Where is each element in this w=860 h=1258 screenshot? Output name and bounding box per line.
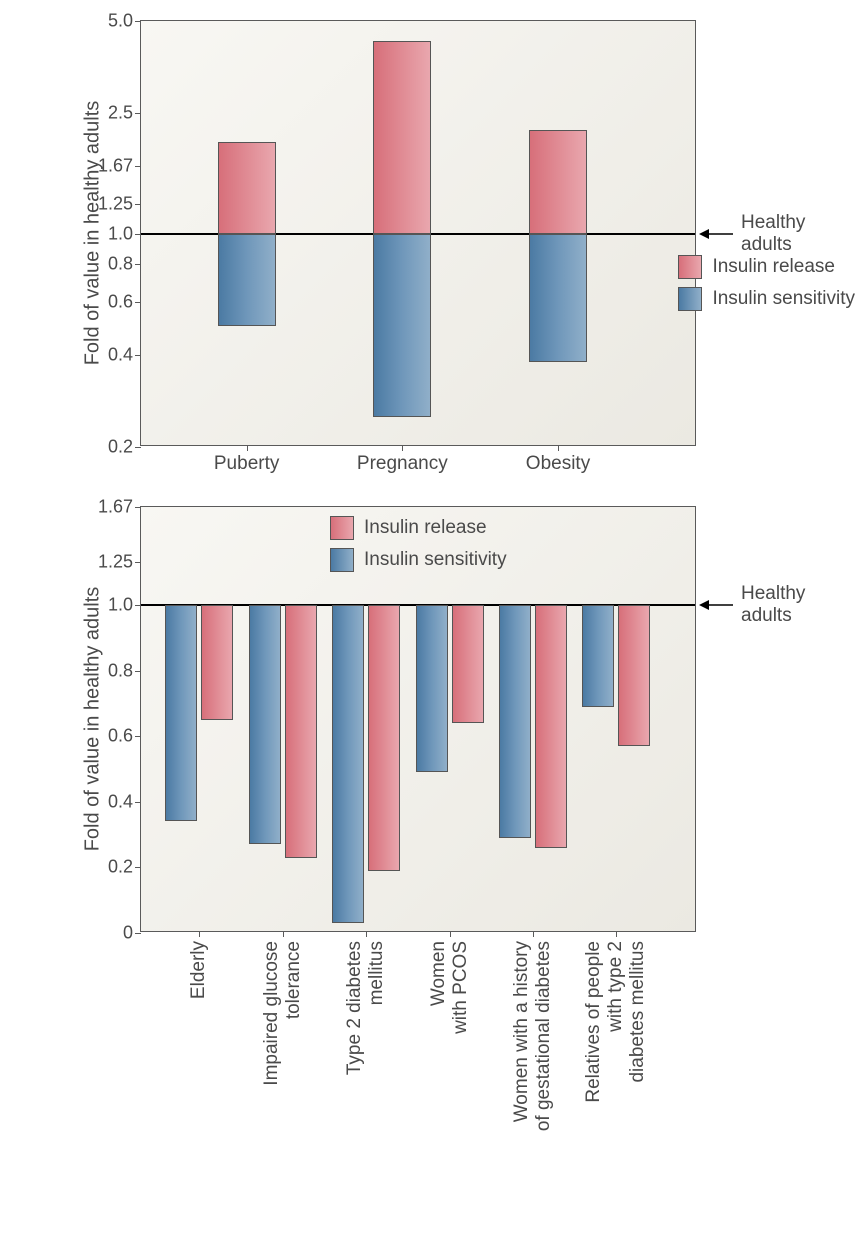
x-tick <box>247 445 248 451</box>
legend-swatch-blue <box>678 287 702 311</box>
bar-insulin-sensitivity <box>332 605 364 923</box>
chart-2: Fold of value in healthy adults00.20.40.… <box>140 506 696 932</box>
anno-line1: Healthy <box>741 583 805 604</box>
bar-insulin-sensitivity <box>499 605 531 838</box>
y-tick <box>135 507 141 508</box>
y-tick <box>135 562 141 563</box>
legend-label-sensitivity: Insulin sensitivity <box>712 288 855 310</box>
bar-insulin-release <box>201 605 233 720</box>
x-tick <box>450 931 451 937</box>
chart-2-legend: Insulin release Insulin sensitivity <box>330 516 507 572</box>
y-tick <box>135 21 141 22</box>
y-tick <box>135 802 141 803</box>
healthy-adults-annotation: Healthyadults <box>695 583 805 627</box>
legend-label-release: Insulin release <box>712 256 835 278</box>
bar-insulin-sensitivity <box>218 234 276 326</box>
bar-insulin-release <box>218 142 276 234</box>
legend-row-sensitivity: Insulin sensitivity <box>678 287 855 311</box>
x-tick <box>558 445 559 451</box>
bar-insulin-release <box>535 605 567 848</box>
arrow-left-icon <box>699 598 735 612</box>
chart-1-plot: Fold of value in healthy adults0.20.40.6… <box>140 20 696 446</box>
bar-insulin-release <box>373 41 431 234</box>
x-tick <box>366 931 367 937</box>
bar-insulin-sensitivity <box>582 605 614 707</box>
chart-2-plot: Fold of value in healthy adults00.20.40.… <box>140 506 696 932</box>
legend-swatch-pink <box>330 516 354 540</box>
legend-label-sensitivity: Insulin sensitivity <box>364 549 507 571</box>
bar-insulin-sensitivity <box>249 605 281 844</box>
legend-row-release: Insulin release <box>678 255 855 279</box>
bar-insulin-sensitivity <box>165 605 197 821</box>
y-tick <box>135 933 141 934</box>
bar-insulin-release <box>452 605 484 723</box>
chart-2-y-label: Fold of value in healthy adults <box>82 587 105 852</box>
bar-insulin-sensitivity <box>529 234 587 362</box>
y-tick <box>135 302 141 303</box>
anno-line1: Healthy <box>741 212 805 233</box>
bar-insulin-release <box>368 605 400 871</box>
bar-insulin-release <box>618 605 650 746</box>
x-tick <box>402 445 403 451</box>
bar-insulin-sensitivity <box>373 234 431 417</box>
chart-1-y-label: Fold of value in healthy adults <box>82 101 105 366</box>
x-tick <box>616 931 617 937</box>
legend-row-release: Insulin release <box>330 516 507 540</box>
legend-swatch-blue <box>330 548 354 572</box>
healthy-adults-annotation: Healthyadults <box>695 212 805 256</box>
x-category-label: Women with a historyof gestational diabe… <box>511 931 555 1131</box>
y-tick <box>135 113 141 114</box>
x-tick <box>199 931 200 937</box>
anno-line2: adults <box>741 605 792 626</box>
bar-insulin-sensitivity <box>416 605 448 772</box>
x-category-label: Womenwith PCOS <box>428 931 472 1034</box>
y-tick <box>135 736 141 737</box>
x-category-label: Impaired glucosetolerance <box>261 931 305 1086</box>
chart-1-legend: Insulin release Insulin sensitivity <box>678 255 855 311</box>
y-tick <box>135 264 141 265</box>
y-tick <box>135 166 141 167</box>
x-category-label: Elderly <box>188 931 210 999</box>
x-tick <box>533 931 534 937</box>
arrow-left-icon <box>699 227 735 241</box>
y-tick <box>135 447 141 448</box>
legend-swatch-pink <box>678 255 702 279</box>
healthy-adults-text: Healthyadults <box>741 212 805 256</box>
y-tick <box>135 867 141 868</box>
bar-insulin-release <box>529 130 587 234</box>
anno-line2: adults <box>741 234 792 255</box>
x-tick <box>283 931 284 937</box>
x-category-label: Type 2 diabetesmellitus <box>344 931 388 1075</box>
legend-row-sensitivity: Insulin sensitivity <box>330 548 507 572</box>
bar-insulin-release <box>285 605 317 858</box>
y-tick <box>135 204 141 205</box>
y-tick <box>135 671 141 672</box>
legend-label-release: Insulin release <box>364 517 487 539</box>
healthy-adults-text: Healthyadults <box>741 583 805 627</box>
chart-1: Fold of value in healthy adults0.20.40.6… <box>140 20 696 446</box>
x-category-label: Relatives of peoplewith type 2diabetes m… <box>584 931 650 1103</box>
y-tick <box>135 355 141 356</box>
